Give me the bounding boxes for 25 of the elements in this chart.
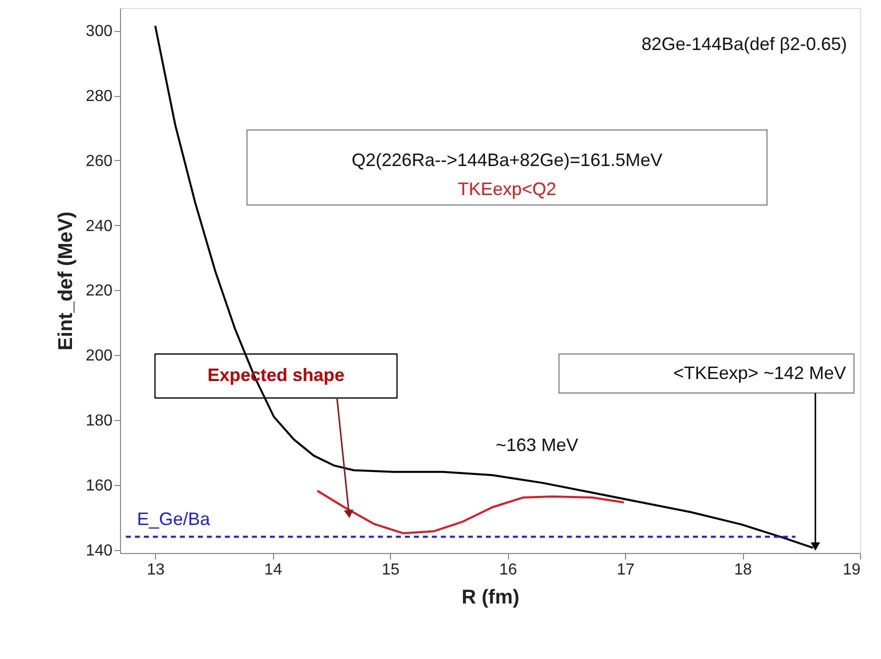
x-tick-label: 18 — [734, 562, 752, 578]
y-tick-label: 200 — [86, 348, 113, 365]
annotation: Q2(226Ra-->144Ba+82Ge)=161.5MeV — [352, 150, 662, 170]
y-tick-label: 260 — [86, 152, 113, 170]
y-tick-label: 160 — [86, 477, 113, 494]
annotation: ~163 MeV — [496, 435, 578, 455]
y-tick-label: 280 — [86, 88, 113, 106]
annotation: <TKEexp> ~142 MeV — [673, 363, 846, 383]
series-label: E_Ge/Ba — [137, 509, 212, 529]
annotation: 82Ge-144Ba(def β2-0.65) — [642, 34, 847, 54]
line-series — [316, 490, 625, 534]
y-axis-title: Eint_def (MeV) — [54, 212, 77, 350]
y-tick-label: 300 — [86, 23, 113, 40]
x-tick-label: 13 — [146, 562, 165, 578]
x-tick-label: 16 — [499, 562, 518, 578]
x-axis-title: R (fm) — [462, 586, 520, 608]
annotation: TKEexp<Q2 — [458, 179, 556, 199]
x-tick-label: 15 — [382, 562, 400, 578]
y-tick-label: 180 — [86, 412, 113, 430]
y-tick-label: 220 — [86, 282, 113, 300]
y-tick-label: 240 — [86, 218, 113, 235]
y-tick-label: 140 — [86, 542, 113, 560]
x-tick-label: 17 — [616, 562, 635, 578]
x-tick-label: 19 — [842, 562, 861, 578]
x-tick-label: 14 — [264, 562, 282, 578]
